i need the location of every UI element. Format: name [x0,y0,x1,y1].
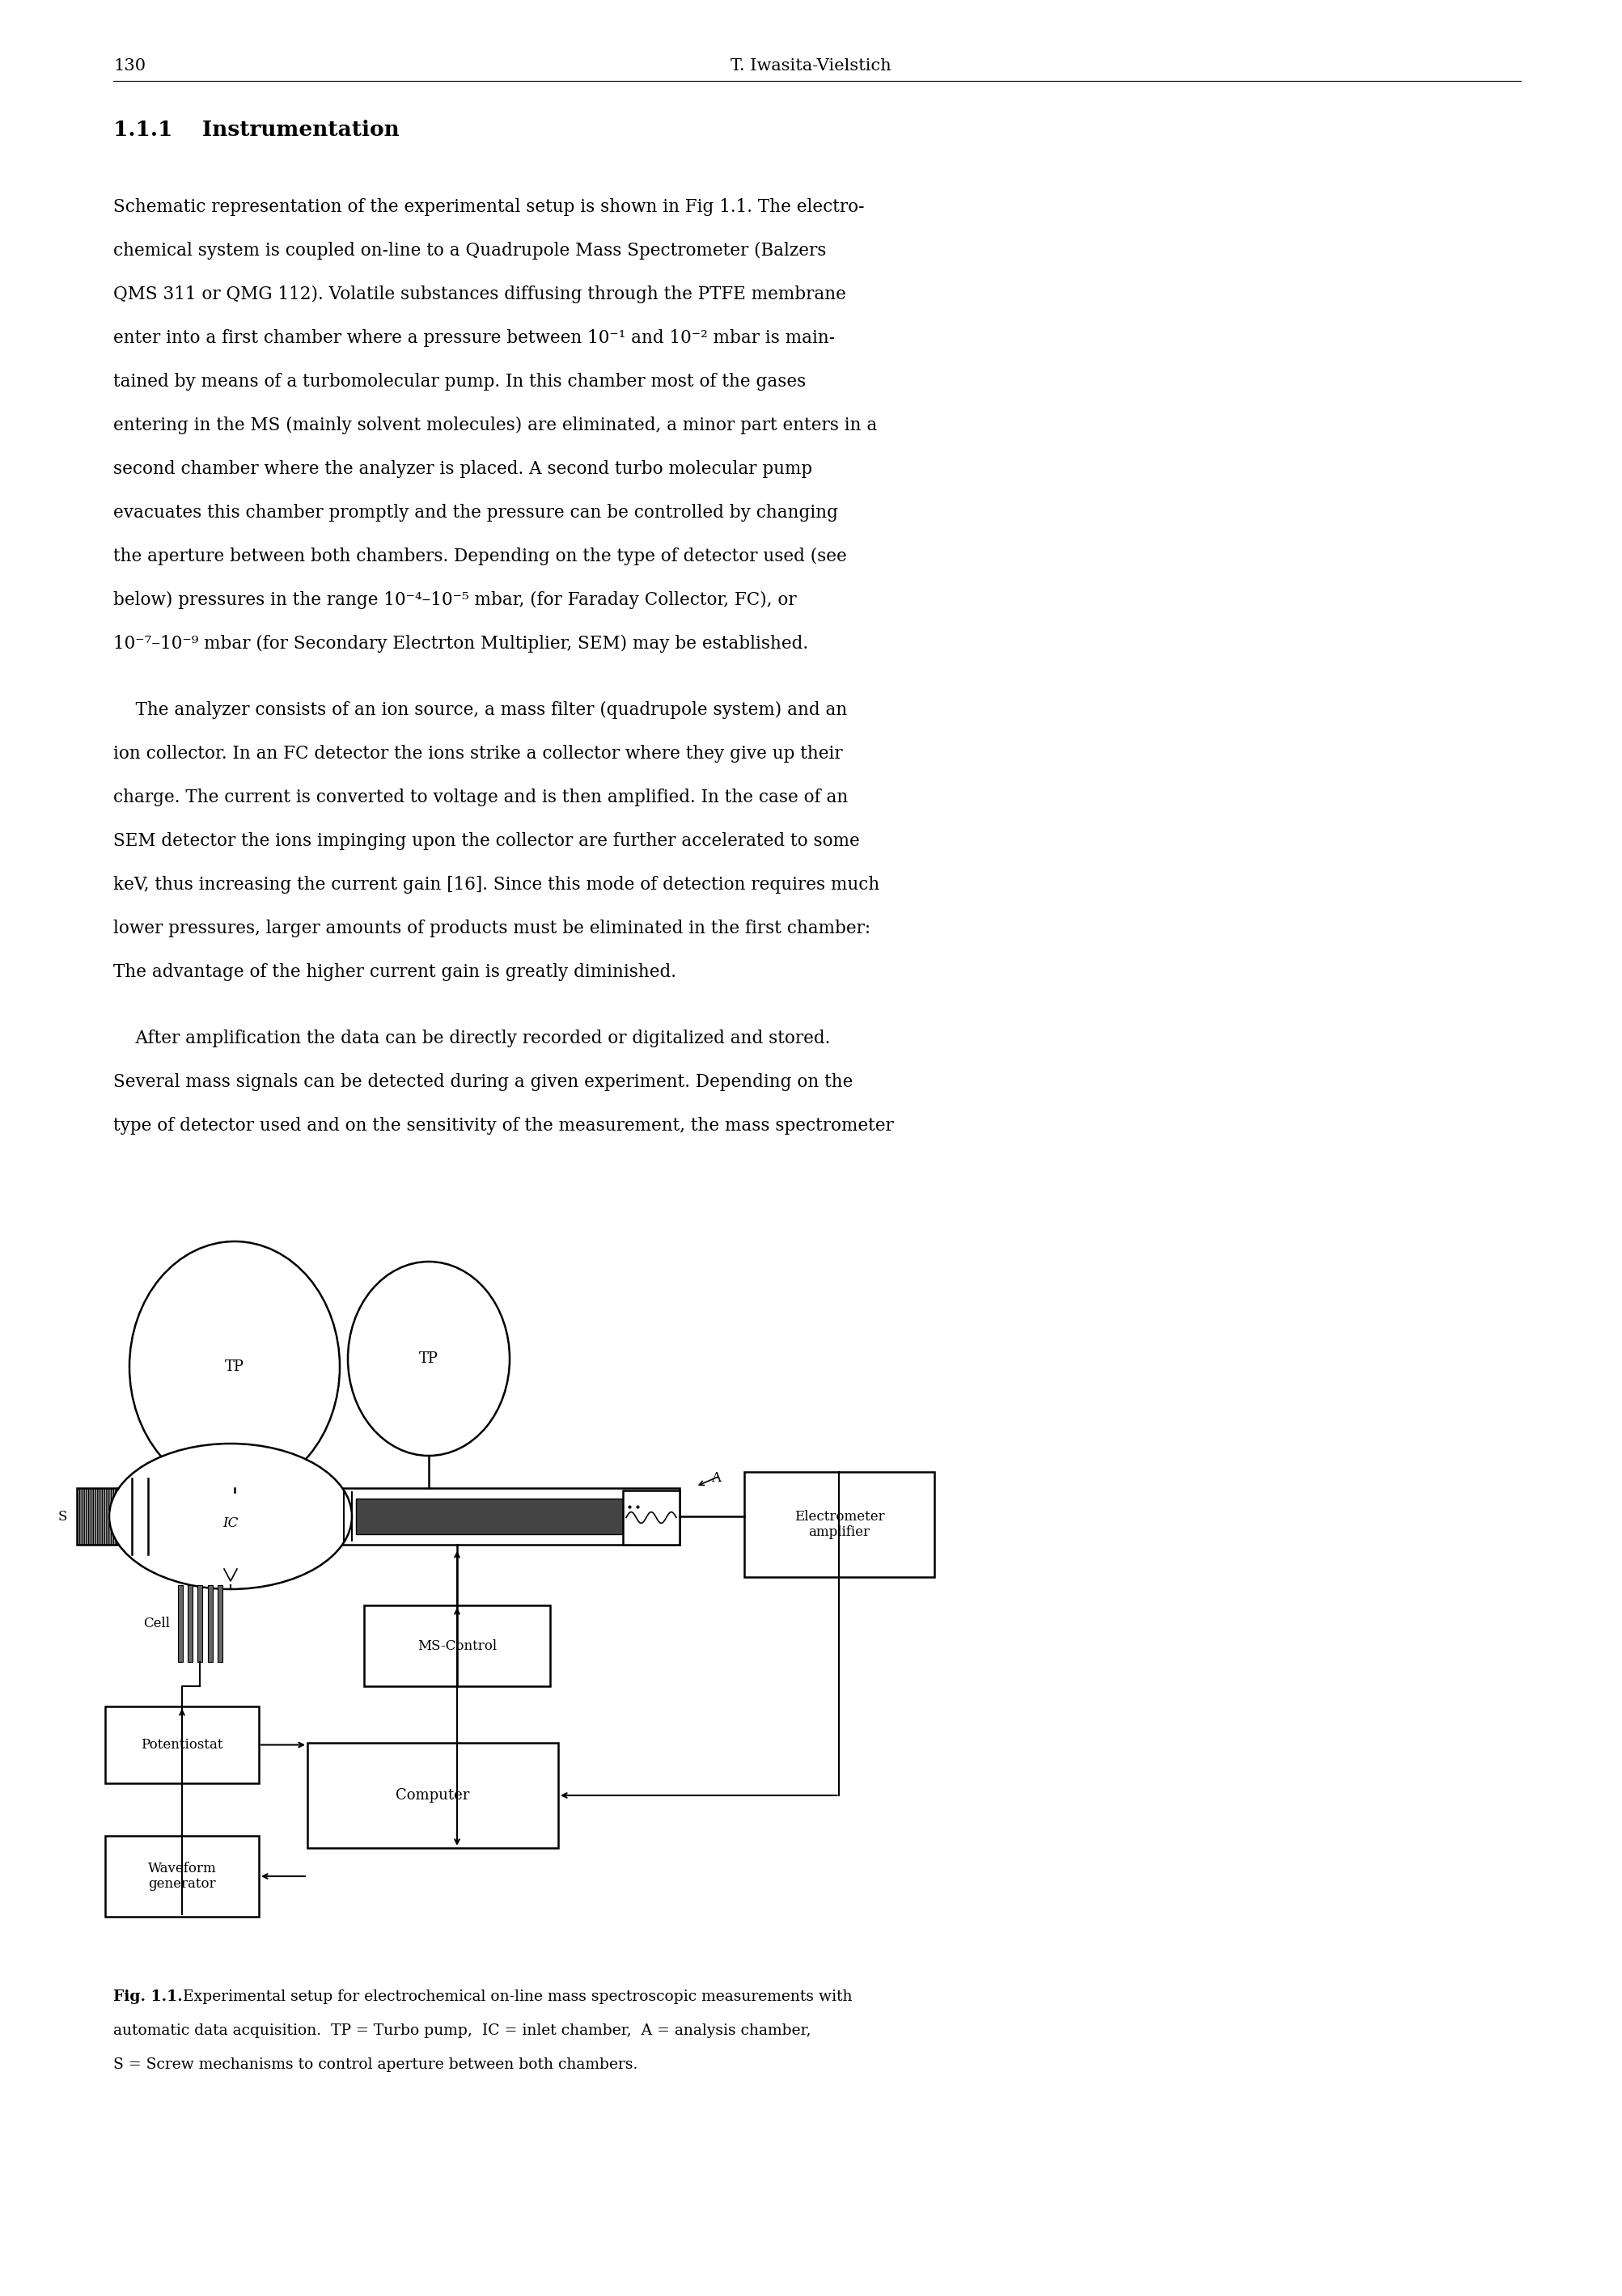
Bar [744,1472,934,1577]
Bar [117,1488,680,1545]
Bar [198,1584,203,1662]
Text: TP: TP [418,1352,438,1366]
Text: Fig. 1.1.: Fig. 1.1. [114,1991,183,2004]
Text: second chamber where the analyzer is placed. A second turbo molecular pump: second chamber where the analyzer is pla… [114,459,813,478]
Text: Cell: Cell [143,1616,170,1630]
Text: The analyzer consists of an ion source, a mass filter (quadrupole system) and an: The analyzer consists of an ion source, … [114,700,847,719]
Text: lower pressures, larger amounts of products must be eliminated in the first cham: lower pressures, larger amounts of produ… [114,918,871,937]
Text: Experimental setup for electrochemical on-line mass spectroscopic measurements w: Experimental setup for electrochemical o… [178,1991,852,2004]
Text: entering in the MS (mainly solvent molecules) are eliminated, a minor part enter: entering in the MS (mainly solvent molec… [114,416,878,434]
Text: tained by means of a turbomolecular pump. In this chamber most of the gases: tained by means of a turbomolecular pump… [114,372,806,390]
Text: ion collector. In an FC detector the ions strike a collector where they give up : ion collector. In an FC detector the ion… [114,744,843,762]
Text: TP: TP [225,1359,245,1373]
Text: the aperture between both chambers. Depending on the type of detector used (see: the aperture between both chambers. Depe… [114,546,847,565]
Bar [188,1584,193,1662]
Bar [208,1584,212,1662]
Text: enter into a first chamber where a pressure between 10⁻¹ and 10⁻² mbar is main-: enter into a first chamber where a press… [114,328,835,347]
Text: MS-Control: MS-Control [417,1639,496,1653]
Text: QMS 311 or QMG 112). Volatile substances diffusing through the PTFE membrane: QMS 311 or QMG 112). Volatile substances… [114,285,847,303]
Text: charge. The current is converted to voltage and is then amplified. In the case o: charge. The current is converted to volt… [114,788,848,806]
Text: 130: 130 [114,57,146,73]
Text: keV, thus increasing the current gain [16]. Since this mode of detection require: keV, thus increasing the current gain [1… [114,875,879,893]
Bar [363,1605,550,1685]
Bar [355,1499,639,1534]
Text: S: S [58,1508,67,1522]
Text: After amplification the data can be directly recorded or digitalized and stored.: After amplification the data can be dire… [114,1029,830,1047]
Text: automatic data acquisition.  TP = Turbo pump,  IC = inlet chamber,  A = analysis: automatic data acquisition. TP = Turbo p… [114,2023,811,2039]
Bar [105,1837,260,1917]
Text: 1.1.1    Instrumentation: 1.1.1 Instrumentation [114,119,399,140]
Text: IC: IC [222,1515,238,1529]
Text: type of detector used and on the sensitivity of the measurement, the mass spectr: type of detector used and on the sensiti… [114,1116,894,1134]
Bar [623,1490,680,1545]
Text: The advantage of the higher current gain is greatly diminished.: The advantage of the higher current gain… [114,964,676,980]
Text: S = Screw mechanisms to control aperture between both chambers.: S = Screw mechanisms to control aperture… [114,2057,637,2071]
Text: A: A [710,1472,720,1486]
Text: Waveform
generator: Waveform generator [148,1862,216,1892]
Text: Computer: Computer [396,1789,470,1802]
Bar [105,1706,260,1784]
Text: Electrometer
amplifier: Electrometer amplifier [795,1511,884,1538]
Bar [76,1488,117,1545]
Text: Potentiostat: Potentiostat [141,1738,224,1752]
Bar [308,1743,558,1848]
Text: Several mass signals can be detected during a given experiment. Depending on the: Several mass signals can be detected dur… [114,1072,853,1091]
Text: below) pressures in the range 10⁻⁴–10⁻⁵ mbar, (for Faraday Collector, FC), or: below) pressures in the range 10⁻⁴–10⁻⁵ … [114,590,796,608]
Text: evacuates this chamber promptly and the pressure can be controlled by changing: evacuates this chamber promptly and the … [114,503,839,521]
Text: Schematic representation of the experimental setup is shown in Fig 1.1. The elec: Schematic representation of the experime… [114,197,865,216]
Bar [178,1584,183,1662]
Text: 10⁻⁷–10⁻⁹ mbar (for Secondary Electrton Multiplier, SEM) may be established.: 10⁻⁷–10⁻⁹ mbar (for Secondary Electrton … [114,636,808,652]
Ellipse shape [109,1444,352,1589]
Text: chemical system is coupled on-line to a Quadrupole Mass Spectrometer (Balzers: chemical system is coupled on-line to a … [114,241,826,259]
Bar [217,1584,222,1662]
Text: SEM detector the ions impinging upon the collector are further accelerated to so: SEM detector the ions impinging upon the… [114,831,860,850]
Text: T. Iwasita-Vielstich: T. Iwasita-Vielstich [730,57,892,73]
